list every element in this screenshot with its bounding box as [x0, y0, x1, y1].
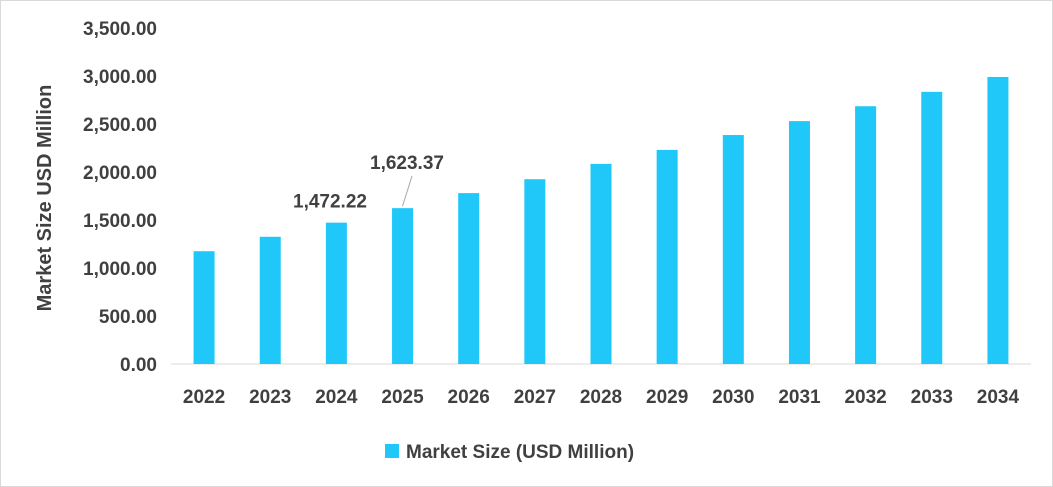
- y-tick-label: 1,500.00: [83, 211, 157, 232]
- y-tick-label: 2,000.00: [83, 163, 157, 184]
- bar-2027: [524, 179, 546, 364]
- legend: Market Size (USD Million): [385, 442, 634, 463]
- x-tick-label: 2032: [844, 387, 886, 408]
- x-tick-label: 2030: [712, 387, 754, 408]
- x-tick-label: 2022: [183, 387, 225, 408]
- x-tick-label: 2026: [448, 387, 490, 408]
- bar-2022: [193, 251, 215, 364]
- bar-2024: [325, 222, 347, 364]
- x-axis-ticks: 2022 2023 2024 2025 2026 2027 2028 2029 2030 2031…: [183, 387, 1020, 408]
- x-tick-label: 2028: [580, 387, 622, 408]
- data-labels: 1,472.221,623.37: [293, 153, 444, 213]
- y-axis-title: Market Size USD Million: [34, 85, 56, 312]
- x-tick-label: 2023: [249, 387, 291, 408]
- y-tick-label: 1,000.00: [83, 259, 157, 280]
- bar-2032: [855, 106, 877, 365]
- x-tick-label: 2034: [977, 387, 1020, 408]
- y-tick-label: 3,500.00: [83, 19, 157, 40]
- x-tick-label: 2029: [646, 387, 688, 408]
- bar-2026: [458, 193, 480, 364]
- y-tick-label: 2,500.00: [83, 115, 157, 136]
- x-tick-label: 2033: [911, 387, 953, 408]
- y-tick-label: 500.00: [99, 307, 157, 328]
- y-tick-label: 0.00: [120, 355, 157, 376]
- data-label-2025: 1,623.37: [370, 153, 444, 174]
- bar-2031: [788, 121, 810, 365]
- bar-2023: [259, 236, 281, 364]
- bar-2030: [722, 135, 744, 364]
- y-tick-label: 3,000.00: [83, 67, 157, 88]
- legend-label: Market Size (USD Million): [406, 442, 634, 463]
- x-tick-label: 2027: [514, 387, 556, 408]
- x-tick-label: 2025: [381, 387, 424, 408]
- bars: [193, 76, 1009, 365]
- data-label-2024: 1,472.22: [293, 192, 367, 213]
- bar-2033: [921, 91, 943, 364]
- y-axis-ticks: 0.00 500.00 1,000.00 1,500.00 2,000.00 2,500.…: [83, 19, 157, 376]
- legend-swatch: [385, 444, 399, 458]
- bar-2034: [987, 76, 1009, 365]
- bar-2028: [590, 163, 612, 364]
- bar-2029: [656, 149, 678, 364]
- data-label-leader-line: [402, 175, 413, 207]
- bar-2025: [392, 208, 414, 364]
- x-tick-label: 2031: [778, 387, 821, 408]
- x-tick-label: 2024: [315, 387, 358, 408]
